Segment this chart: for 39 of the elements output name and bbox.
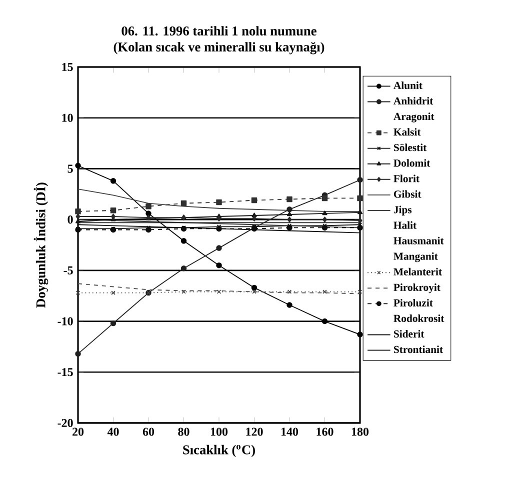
legend-label: Sölestit: [394, 144, 427, 152]
legend-label: Piroluzit: [394, 298, 433, 306]
legend-label: Siderit: [394, 330, 424, 338]
chart-subtitle: (Kolan sıcak ve mineralli su kaynağı): [114, 42, 324, 54]
x-axis-title: Sıcaklık ($^{o}$C): [183, 444, 255, 458]
text: Manganit: [394, 252, 438, 262]
legend-label: Jips: [394, 206, 412, 216]
y-tick-label: 5: [68, 164, 73, 173]
chart-title: 06. 11. 1996 tarihli 1 nolu numune: [122, 26, 316, 36]
y-tick-label: 15: [62, 62, 73, 72]
legend-label: Dolomit: [394, 159, 430, 167]
text: Rodokrosit: [394, 314, 444, 322]
y-tick-label: -5: [64, 266, 73, 274]
legend-label: Anhidrit: [394, 97, 434, 105]
legend-label: Gibsit: [394, 190, 422, 198]
x-tick-label: 140: [281, 428, 298, 436]
legend-label: Kalsit: [394, 128, 421, 136]
y-tick-label: -20: [58, 418, 73, 428]
x-tick-label: 20: [72, 428, 84, 436]
x-tick-label: 120: [246, 428, 263, 436]
x-tick-label: 80: [178, 428, 190, 436]
y-tick-label: 0: [68, 216, 73, 224]
x-tick-label: 60: [142, 428, 154, 436]
legend-label: Florit: [394, 174, 420, 182]
x-tick-label: 180: [352, 428, 369, 436]
y-tick-label: 10: [62, 114, 73, 122]
text: Aragonit: [394, 112, 434, 122]
y-axis-title: Doygunluk İndisi (Dİ): [34, 182, 48, 308]
legend-label: Alunit: [394, 82, 422, 90]
legend-label: Pirokroyit: [394, 283, 440, 294]
x-tick-label: 100: [210, 428, 228, 436]
legend-label: Melanterit: [394, 268, 442, 276]
text: Halit: [394, 221, 417, 229]
legend-label: Strontianit: [394, 346, 443, 354]
y-tick-label: -15: [58, 368, 73, 376]
text: Hausmanit: [394, 236, 444, 244]
x-tick-label: 40: [107, 428, 119, 436]
x-tick-label: 160: [316, 428, 334, 436]
y-tick-label: -10: [58, 317, 73, 326]
